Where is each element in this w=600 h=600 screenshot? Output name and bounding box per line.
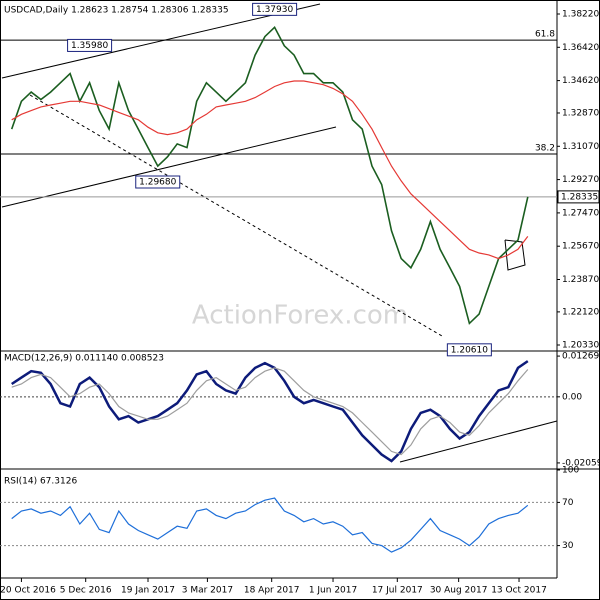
- y-tick-label: 1.20330: [562, 341, 599, 351]
- y-tick-label: 1.31070: [562, 142, 599, 152]
- y-tick-label: -0.020599: [562, 458, 600, 468]
- annotation-label: 1.37930: [256, 5, 293, 15]
- annotation-label: 1.20610: [451, 345, 488, 355]
- channel-lower: [1, 126, 337, 208]
- series-line: [11, 367, 529, 456]
- rsi-title: RSI(14) 67.3126: [4, 477, 77, 487]
- series-line: [11, 497, 529, 553]
- trend-lines: [1, 3, 558, 463]
- fib-label: 61.8: [535, 30, 555, 40]
- x-tick-label: 17 Jul 2017: [372, 586, 423, 596]
- y-tick-label: 1.23870: [562, 275, 599, 285]
- annotation-box: [252, 2, 298, 16]
- y-tick-label: 1.22120: [562, 307, 599, 317]
- macd-title: MACD(12,26,9) 0.011140 0.008523: [4, 354, 164, 364]
- x-tick-label: 1 Jun 2017: [309, 586, 357, 596]
- annotation-box: [446, 343, 492, 357]
- annotation-box: [135, 175, 181, 189]
- y-tick-label: 0.00: [562, 392, 582, 402]
- y-tick-label: 1.32870: [562, 108, 599, 118]
- macd-trend: [399, 420, 558, 463]
- y-tick-label: 100: [562, 466, 579, 476]
- y-tick-label: 1.38220: [562, 9, 599, 19]
- annotation-box: [67, 38, 113, 52]
- y-tick-label: 1.36420: [562, 43, 599, 53]
- chart-title: USDCAD,Daily 1.28623 1.28754 1.28306 1.2…: [4, 6, 229, 16]
- x-tick-label: 30 Aug 2017: [430, 586, 488, 596]
- x-tick-label: 13 Oct 2017: [491, 586, 547, 596]
- x-tick-label: 20 Oct 2016: [0, 586, 56, 596]
- series-line: [10, 25, 529, 325]
- x-tick-label: 5 Dec 2016: [60, 586, 112, 596]
- x-tick-label: 18 Apr 2017: [244, 586, 300, 596]
- y-tick-label: 1.29270: [562, 175, 599, 185]
- series-line: [11, 360, 529, 463]
- x-tick-label: 19 Jan 2017: [121, 586, 175, 596]
- last-price-label: 1.28335: [561, 192, 598, 202]
- y-tick-label: 0.012698: [562, 352, 600, 362]
- watermark: ActionForex.com: [192, 301, 408, 331]
- y-tick-label: 70: [562, 498, 574, 508]
- x-tick-label: 3 Mar 2017: [182, 586, 233, 596]
- y-tick-label: 1.27470: [562, 208, 599, 218]
- channel-upper: [1, 3, 321, 79]
- dashed-trend: [29, 94, 443, 337]
- annotation-label: 1.35980: [71, 41, 108, 51]
- y-tick-label: 30: [562, 541, 574, 551]
- last-price-box: [557, 190, 600, 204]
- annotation-label: 1.29680: [139, 178, 176, 188]
- fib-label: 38.2: [535, 144, 555, 154]
- y-tick-label: 1.25670: [562, 242, 599, 252]
- y-tick-label: 1.34620: [562, 76, 599, 86]
- series-line: [11, 80, 529, 260]
